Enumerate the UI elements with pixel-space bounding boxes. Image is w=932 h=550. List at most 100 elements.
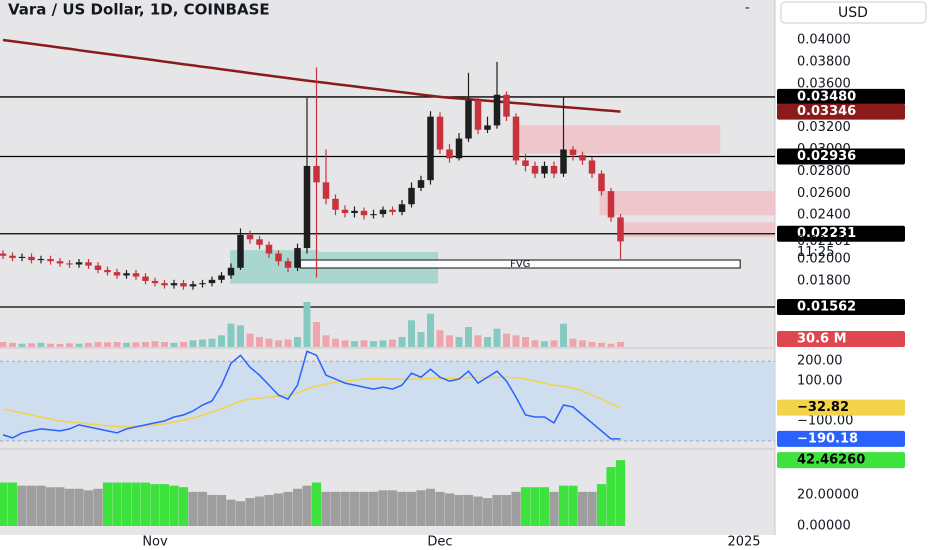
candle-body <box>94 265 102 270</box>
ma-label: 0.03346 <box>797 104 856 119</box>
level-label: 0.02231 <box>797 226 856 241</box>
volume-bar <box>389 339 397 347</box>
y-tick-label: 0.03600 <box>797 76 851 91</box>
y-tick-label: 0.02000 <box>797 252 851 267</box>
histogram-bar <box>245 498 255 527</box>
histogram-bar <box>444 493 455 527</box>
candle-body <box>569 149 577 155</box>
volume-bar <box>0 342 7 347</box>
candle-body <box>541 165 548 174</box>
volume-bar <box>427 313 435 347</box>
histogram-bar <box>397 491 407 527</box>
candle-body <box>9 255 16 258</box>
volume-bar <box>284 339 292 347</box>
candle-body <box>560 149 567 174</box>
countdown: 11:25 <box>797 245 834 260</box>
volume-bar <box>465 327 473 347</box>
candle-body <box>588 160 596 174</box>
histogram-bar <box>264 494 274 527</box>
candle-body <box>370 214 377 216</box>
zone <box>515 125 721 154</box>
histogram-bar <box>216 494 227 527</box>
volume-bar <box>313 322 321 347</box>
histogram-bar <box>197 491 208 527</box>
x-tick-label: Nov <box>142 535 168 550</box>
histogram-bar <box>254 496 265 527</box>
volume-bar <box>113 342 121 347</box>
volume-bar <box>569 338 577 347</box>
volume-bar <box>47 343 55 347</box>
histogram-bar <box>606 467 616 527</box>
last-price-label: 0.02161 <box>797 234 851 249</box>
histogram-bar <box>368 491 379 527</box>
histogram-bar <box>169 485 179 527</box>
volume-bar <box>104 342 112 347</box>
menu-dash[interactable]: - <box>745 1 750 16</box>
volume-bar <box>446 335 454 347</box>
volume-bar <box>332 338 340 347</box>
zone <box>619 222 776 238</box>
histogram-bar <box>93 488 103 527</box>
zone-label: FVG <box>510 259 530 270</box>
volume-bar <box>37 342 45 347</box>
histogram-bar <box>45 487 56 527</box>
volume-bar <box>512 335 520 347</box>
candle-body <box>294 248 301 268</box>
volume-bar <box>275 340 283 347</box>
volume-bar <box>246 333 254 347</box>
level-label: 0.03480 <box>797 89 856 104</box>
y-tick-label: 0.02400 <box>797 208 851 223</box>
histogram-bar <box>406 491 417 527</box>
chart-title: Vara / US Dollar, 1D, COINBASE <box>8 1 270 19</box>
candle-body <box>275 253 282 262</box>
volume-bar <box>199 339 207 347</box>
y-tick-label: 0.02600 <box>797 186 851 201</box>
candle-body <box>389 209 396 212</box>
candle-body <box>332 198 339 210</box>
candle-body <box>598 173 605 192</box>
candle-body <box>218 275 225 280</box>
candle-body <box>246 234 254 240</box>
candle-body <box>446 149 453 159</box>
histogram-bar <box>340 491 350 527</box>
volume-bar <box>227 323 235 347</box>
histogram-bar <box>235 501 246 527</box>
volume-bar <box>142 342 150 347</box>
histogram-bar <box>416 490 426 527</box>
indicator-label-box <box>777 430 905 447</box>
histogram-bar <box>349 491 360 527</box>
y-tick-label: 0.00000 <box>797 519 851 534</box>
volume-bar <box>256 337 264 347</box>
candle-body <box>113 272 121 276</box>
volume-bar <box>522 337 530 347</box>
volume-bar <box>123 342 131 347</box>
candle-body <box>256 239 263 245</box>
y-tick-label: 0.03800 <box>797 54 851 69</box>
histogram-bar <box>558 485 569 527</box>
currency-label[interactable]: USD <box>838 5 868 21</box>
histogram-bar <box>64 488 75 527</box>
currency-button[interactable] <box>780 1 927 24</box>
volume-bar <box>189 340 197 347</box>
level-label: 0.01562 <box>797 299 856 314</box>
histogram-bar <box>207 494 217 527</box>
volume-bar <box>370 341 378 347</box>
volume-bar <box>550 340 558 347</box>
candle-body <box>66 263 73 265</box>
candle-body <box>75 262 83 265</box>
volume-bar <box>265 338 273 347</box>
volume-bar <box>541 341 549 347</box>
histogram-bar <box>530 487 540 527</box>
candle-body <box>18 256 26 258</box>
volume-bar <box>455 337 463 347</box>
y-tick-label: 0.01800 <box>797 273 851 288</box>
histogram-bar <box>330 491 341 527</box>
histogram-bar <box>615 460 626 527</box>
histogram-bar <box>7 482 18 527</box>
y-tick-label: 0.03200 <box>797 120 851 135</box>
volume-bar <box>579 340 587 347</box>
volume-bar <box>237 325 245 347</box>
volume-bar <box>607 343 615 347</box>
candle-body <box>427 116 434 181</box>
candle-body <box>284 261 292 268</box>
